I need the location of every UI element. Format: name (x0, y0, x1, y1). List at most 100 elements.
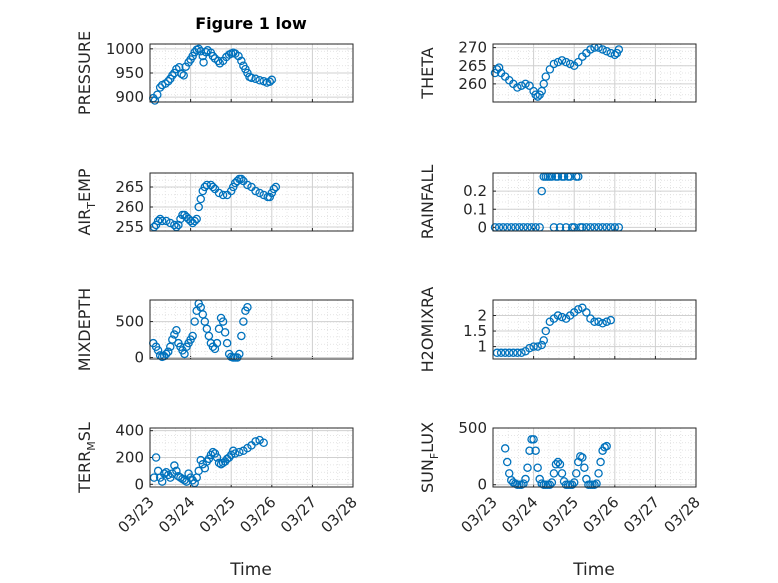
data-point (247, 73, 256, 83)
data-point (545, 65, 555, 74)
data-point (168, 335, 177, 344)
data-point (614, 45, 624, 54)
y-tick-label: 500 (115, 313, 144, 331)
y-axis-label: RAINFALL (418, 165, 437, 240)
data-point (233, 176, 242, 186)
data-point (578, 453, 587, 462)
series-markers (149, 174, 281, 232)
data-point (574, 305, 583, 314)
y-tick-label: 400 (115, 422, 144, 440)
y-axis-label: PRESSURE (75, 31, 94, 115)
axes-frame (149, 427, 354, 488)
axes-frame (492, 172, 697, 232)
data-point (500, 444, 510, 453)
y-tick-label: 200 (115, 449, 144, 467)
data-point (228, 182, 238, 192)
data-point (561, 57, 571, 67)
data-point (161, 349, 171, 359)
x-axis-label-left: Time (229, 560, 272, 580)
subplot-5: 0 500 MIXDEPTH (75, 288, 354, 371)
data-point (212, 453, 222, 462)
data-point (551, 460, 561, 469)
data-point (557, 56, 567, 65)
y-tick-label: 1000 (106, 40, 144, 58)
data-point (513, 83, 522, 92)
data-point (537, 340, 546, 350)
y-tick-label: 0 (134, 349, 144, 367)
data-point (235, 447, 244, 457)
series-markers (148, 44, 277, 105)
data-point (218, 190, 228, 200)
data-point (214, 324, 224, 334)
data-point (243, 180, 252, 190)
data-point (164, 76, 173, 86)
data-point (533, 463, 542, 472)
data-point (517, 348, 526, 358)
data-point (557, 469, 567, 478)
axes-frame (149, 172, 354, 232)
axes-frame (492, 43, 697, 103)
series-markers (492, 303, 615, 358)
y-tick-label: 950 (115, 64, 144, 82)
axes-frame (492, 299, 697, 360)
data-point (239, 317, 248, 326)
data-point (255, 188, 264, 198)
axes-frame (492, 427, 697, 488)
data-point (529, 342, 538, 351)
data-point (164, 347, 173, 357)
data-point (596, 457, 605, 467)
data-point (214, 458, 224, 468)
y-axis-label: H2OMIXRA (418, 287, 437, 373)
series-markers (500, 435, 611, 489)
data-point (602, 441, 611, 451)
subplot-1: 900 950 1000 PRESSURE (75, 31, 354, 115)
subplot-3: 255 260 265 AIRTEMP (75, 168, 354, 236)
y-tick-label: 900 (115, 88, 144, 106)
data-point (569, 478, 579, 487)
data-point (208, 447, 218, 457)
data-point (251, 186, 260, 196)
data-point (531, 90, 540, 100)
data-point (539, 336, 549, 345)
y-tick-label: 265 (115, 178, 144, 196)
y-tick-label: 0.2 (463, 182, 487, 200)
y-tick-label: 255 (115, 218, 144, 236)
data-point (541, 326, 551, 336)
data-point (553, 57, 563, 67)
data-point (502, 457, 512, 467)
y-tick-label: 0 (477, 218, 487, 236)
series-markers (490, 43, 624, 101)
data-point (251, 437, 260, 446)
y-tick-label: 0.1 (463, 200, 487, 218)
y-tick-label: 1 (477, 338, 487, 356)
data-point (194, 202, 203, 212)
data-point (267, 188, 277, 198)
data-point (208, 51, 218, 61)
axes-frame (149, 43, 354, 103)
data-point (496, 348, 506, 358)
data-point (251, 74, 260, 84)
data-point (549, 59, 559, 69)
data-point (610, 50, 620, 60)
data-point (166, 218, 175, 228)
data-point (212, 338, 222, 348)
x-axis-label-right: Time (572, 560, 615, 580)
data-point (208, 182, 218, 192)
data-point (151, 220, 161, 230)
data-point (226, 186, 236, 196)
data-point (179, 71, 188, 80)
data-point (172, 466, 181, 476)
y-axis-label: THETA (418, 47, 437, 99)
data-point (531, 446, 540, 455)
subplot-4: 00.10.2 RAINFALL (418, 165, 697, 240)
data-point (598, 319, 607, 328)
data-point (243, 302, 252, 312)
data-point (153, 216, 163, 226)
axes-frame (149, 299, 354, 360)
data-point (157, 216, 167, 226)
subplot-6: 11.52 H2OMIXRA (418, 287, 697, 373)
data-point (602, 47, 611, 56)
data-point (582, 308, 591, 317)
data-point (157, 477, 167, 486)
